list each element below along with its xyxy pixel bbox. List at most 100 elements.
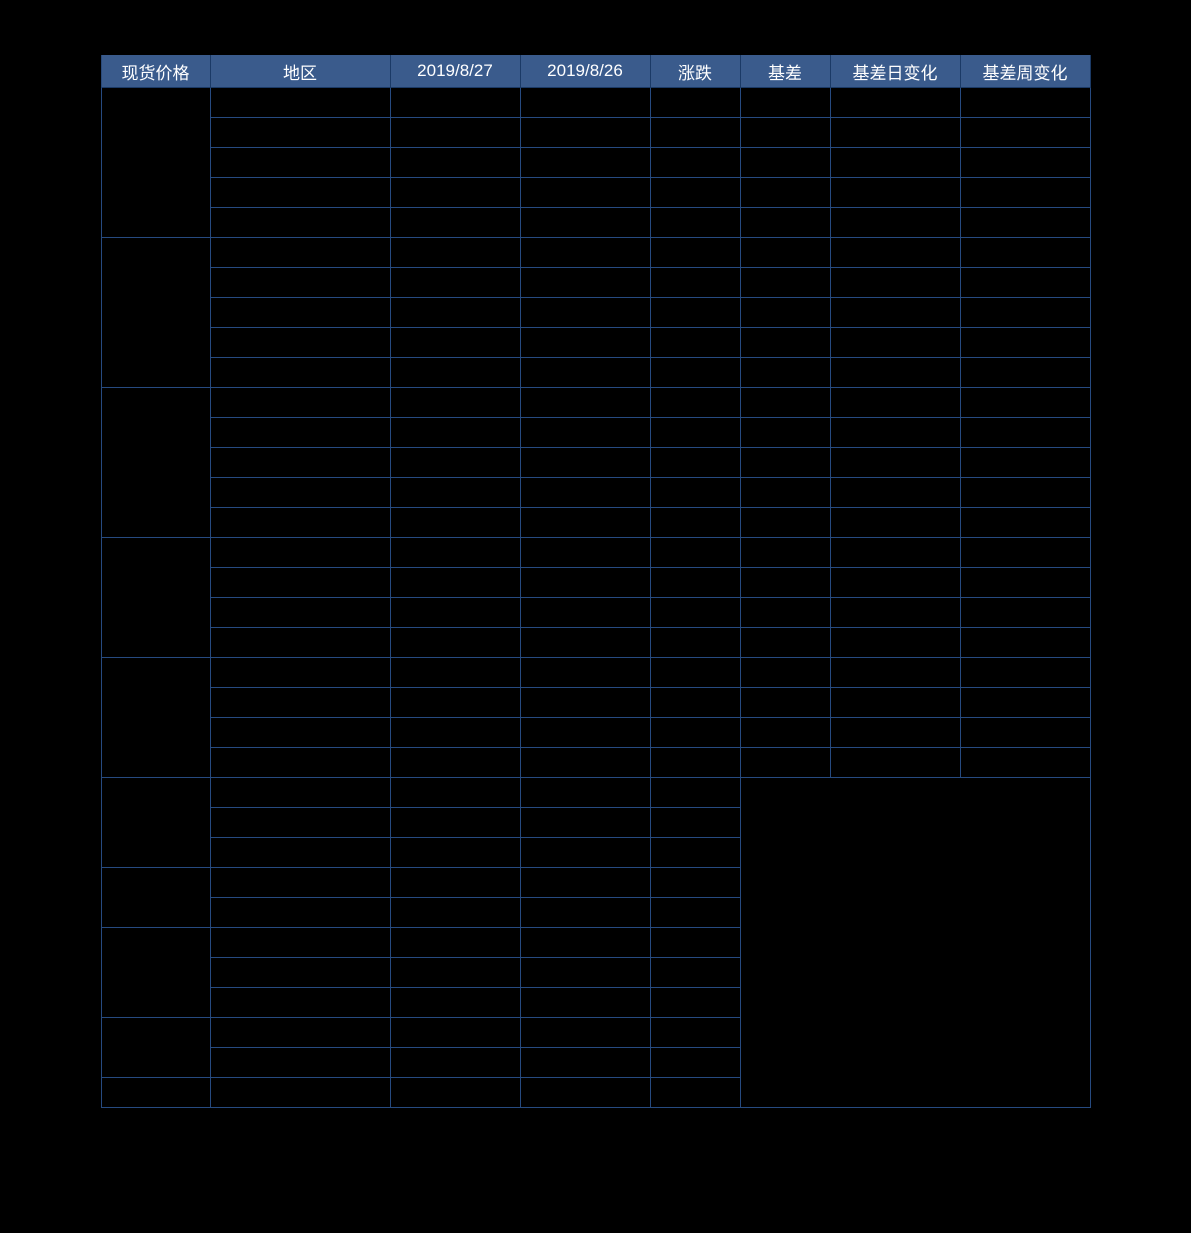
data-cell — [651, 538, 741, 568]
data-cell — [391, 508, 521, 538]
col-header-region: 地区 — [211, 55, 391, 88]
data-cell — [741, 238, 831, 268]
data-cell — [651, 268, 741, 298]
table-body — [101, 88, 1091, 1108]
spot-price-table: 现货价格 地区 2019/8/27 2019/8/26 涨跌 基差 基差日变化 … — [101, 55, 1091, 1108]
data-cell — [651, 88, 741, 118]
data-cell — [521, 628, 651, 658]
col-header-date2: 2019/8/26 — [521, 55, 651, 88]
data-cell — [961, 598, 1091, 628]
data-cell — [211, 178, 391, 208]
data-cell — [651, 868, 741, 898]
data-cell — [961, 238, 1091, 268]
data-cell — [961, 538, 1091, 568]
table-row — [101, 568, 1091, 598]
data-cell — [741, 688, 831, 718]
data-cell — [651, 178, 741, 208]
data-cell — [651, 508, 741, 538]
data-cell — [831, 598, 961, 628]
data-cell — [521, 598, 651, 628]
table-header-row: 现货价格 地区 2019/8/27 2019/8/26 涨跌 基差 基差日变化 … — [101, 55, 1091, 88]
data-cell — [391, 958, 521, 988]
data-cell — [211, 208, 391, 238]
data-cell — [211, 778, 391, 808]
data-cell — [211, 418, 391, 448]
data-cell — [741, 298, 831, 328]
data-cell — [211, 328, 391, 358]
data-cell — [521, 898, 651, 928]
data-cell — [961, 118, 1091, 148]
data-cell — [651, 358, 741, 388]
data-cell — [961, 418, 1091, 448]
data-cell — [831, 88, 961, 118]
data-cell — [831, 208, 961, 238]
data-cell — [391, 568, 521, 598]
data-cell — [391, 778, 521, 808]
data-cell — [521, 568, 651, 598]
data-cell — [521, 868, 651, 898]
data-cell — [211, 958, 391, 988]
data-cell — [651, 238, 741, 268]
data-cell — [211, 628, 391, 658]
data-cell — [651, 208, 741, 238]
data-cell — [651, 298, 741, 328]
data-cell — [211, 118, 391, 148]
data-cell — [211, 598, 391, 628]
data-cell — [521, 1018, 651, 1048]
data-cell — [391, 1078, 521, 1108]
data-cell — [521, 988, 651, 1018]
data-cell — [961, 478, 1091, 508]
data-cell — [961, 388, 1091, 418]
data-cell — [391, 178, 521, 208]
col-header-basis: 基差 — [741, 55, 831, 88]
data-cell — [961, 178, 1091, 208]
data-cell — [521, 838, 651, 868]
data-cell — [391, 628, 521, 658]
data-cell — [831, 388, 961, 418]
data-cell — [961, 628, 1091, 658]
data-cell — [961, 718, 1091, 748]
data-cell — [391, 448, 521, 478]
data-cell — [961, 298, 1091, 328]
data-cell — [211, 718, 391, 748]
data-cell — [651, 808, 741, 838]
data-cell — [961, 508, 1091, 538]
data-cell — [651, 388, 741, 418]
data-cell — [391, 358, 521, 388]
data-cell — [961, 658, 1091, 688]
data-cell — [521, 1048, 651, 1078]
table-row — [101, 388, 1091, 418]
data-cell — [741, 118, 831, 148]
table-row — [101, 538, 1091, 568]
data-cell — [211, 568, 391, 598]
data-cell — [391, 418, 521, 448]
data-cell — [521, 718, 651, 748]
data-cell — [211, 898, 391, 928]
data-cell — [211, 688, 391, 718]
data-cell — [741, 538, 831, 568]
data-cell — [651, 928, 741, 958]
data-cell — [741, 388, 831, 418]
data-cell — [521, 958, 651, 988]
category-cell — [101, 928, 211, 1018]
data-cell — [651, 718, 741, 748]
data-cell — [211, 388, 391, 418]
data-cell — [651, 598, 741, 628]
data-cell — [961, 148, 1091, 178]
data-cell — [831, 748, 961, 778]
data-cell — [521, 688, 651, 718]
data-cell — [391, 898, 521, 928]
data-cell — [521, 328, 651, 358]
data-cell — [651, 988, 741, 1018]
table-row — [101, 658, 1091, 688]
data-cell — [391, 1018, 521, 1048]
data-cell — [741, 598, 831, 628]
category-cell — [101, 538, 211, 658]
data-cell — [391, 328, 521, 358]
data-cell — [521, 88, 651, 118]
data-cell — [521, 388, 651, 418]
data-cell — [211, 658, 391, 688]
category-cell — [101, 658, 211, 778]
data-cell — [651, 838, 741, 868]
data-cell — [521, 508, 651, 538]
